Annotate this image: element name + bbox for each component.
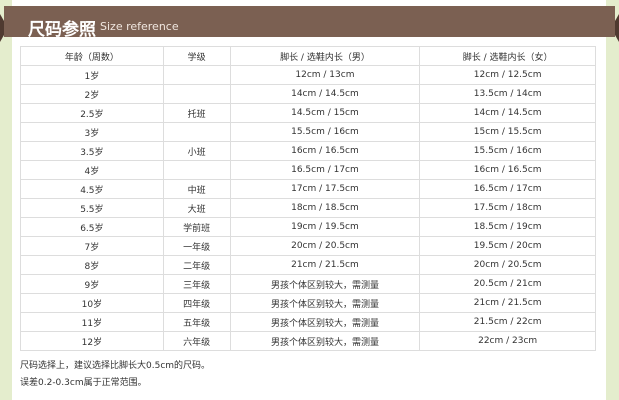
table-cell: 11岁 [20, 312, 164, 332]
table-row: 3.5岁 小班 16cm / 16.5cm 15.5cm / 16cm [20, 141, 596, 161]
table-cell: 14.5cm / 15cm [229, 103, 421, 123]
table-row: 12岁 六年级 男孩个体区别较大，需测量 22cm / 23cm [20, 331, 596, 351]
table-cell: 学前班 [162, 217, 231, 237]
table-row: 1岁 12cm / 13cm 12cm / 12.5cm [20, 65, 596, 85]
table-cell: 7岁 [20, 236, 164, 256]
table-cell: 4岁 [20, 160, 164, 180]
page-title: 尺码参照 [28, 20, 96, 40]
table-row: 5.5岁 大班 18cm / 18.5cm 17.5cm / 18cm [20, 198, 596, 218]
table-cell: 12cm / 13cm [229, 65, 421, 85]
table-row: 4.5岁 中班 17cm / 17.5cm 16.5cm / 17cm [20, 179, 596, 199]
column-header: 脚长 / 选鞋内长（男） [229, 46, 421, 66]
table-cell: 二年级 [162, 255, 231, 275]
note-line: 误差0.2-0.3cm属于正常范围。 [20, 378, 147, 388]
table-row: 9岁 三年级 男孩个体区别较大，需测量 20.5cm / 21cm [20, 274, 596, 294]
table-row: 2岁 14cm / 14.5cm 13.5cm / 14cm [20, 84, 596, 104]
table-cell: 中班 [162, 179, 231, 199]
table-cell: 17cm / 17.5cm [229, 179, 421, 199]
page-subtitle: Size reference [100, 20, 179, 33]
table-cell: 16cm / 16.5cm [229, 141, 421, 161]
header-banner: 尺码参照 Size reference [4, 6, 615, 40]
table-cell: 一年级 [162, 236, 231, 256]
column-header: 学级 [162, 46, 231, 66]
table-row: 2.5岁 托班 14.5cm / 15cm 14cm / 14.5cm [20, 103, 596, 123]
table-cell: 5.5岁 [20, 198, 164, 218]
table-cell: 4.5岁 [20, 179, 164, 199]
table-cell: 14cm / 14.5cm [229, 84, 421, 104]
table-cell: 8岁 [20, 255, 164, 275]
table-cell: 1岁 [20, 65, 164, 85]
table-cell: 五年级 [162, 312, 231, 332]
table-row: 6.5岁 学前班 19cm / 19.5cm 18.5cm / 19cm [20, 217, 596, 237]
table-cell: 小班 [162, 141, 231, 161]
table-cell: 16.5cm / 17cm [419, 179, 596, 199]
table-cell: 大班 [162, 198, 231, 218]
table-row: 10岁 四年级 男孩个体区别较大，需测量 21cm / 21.5cm [20, 293, 596, 313]
table-cell [162, 65, 231, 85]
ribbon-fold-right [611, 14, 619, 42]
table-cell: 男孩个体区别较大，需测量 [229, 312, 421, 332]
table-cell: 3岁 [20, 122, 164, 142]
table-cell [162, 160, 231, 180]
table-cell: 6.5岁 [20, 217, 164, 237]
table-cell: 男孩个体区别较大，需测量 [229, 274, 421, 294]
table-row: 7岁 一年级 20cm / 20.5cm 19.5cm / 20cm [20, 236, 596, 256]
table-header-row: 年龄（周数） 学级 脚长 / 选鞋内长（男） 脚长 / 选鞋内长（女） [20, 46, 596, 66]
size-table: 年龄（周数） 学级 脚长 / 选鞋内长（男） 脚长 / 选鞋内长（女） 1岁 12cm … [20, 46, 596, 351]
table-cell: 2.5岁 [20, 103, 164, 123]
table-cell: 18.5cm / 19cm [419, 217, 596, 237]
table-cell: 男孩个体区别较大，需测量 [229, 331, 421, 351]
table-cell: 20cm / 20.5cm [419, 255, 596, 275]
table-cell: 21cm / 21.5cm [419, 293, 596, 313]
table-cell: 六年级 [162, 331, 231, 351]
table-cell: 17.5cm / 18cm [419, 198, 596, 218]
table-cell: 20.5cm / 21cm [419, 274, 596, 294]
table-cell: 15cm / 15.5cm [419, 122, 596, 142]
table-cell: 13.5cm / 14cm [419, 84, 596, 104]
table-cell: 托班 [162, 103, 231, 123]
table-cell: 12岁 [20, 331, 164, 351]
table-row: 11岁 五年级 男孩个体区别较大，需测量 21.5cm / 22cm [20, 312, 596, 332]
table-cell: 21.5cm / 22cm [419, 312, 596, 332]
table-cell: 21cm / 21.5cm [229, 255, 421, 275]
table-cell: 3.5岁 [20, 141, 164, 161]
table-cell: 9岁 [20, 274, 164, 294]
table-cell: 20cm / 20.5cm [229, 236, 421, 256]
table-cell [162, 122, 231, 142]
table-cell: 2岁 [20, 84, 164, 104]
table-cell: 10岁 [20, 293, 164, 313]
table-cell: 15.5cm / 16cm [229, 122, 421, 142]
table-cell: 四年级 [162, 293, 231, 313]
column-header: 脚长 / 选鞋内长（女） [419, 46, 596, 66]
table-cell: 16.5cm / 17cm [229, 160, 421, 180]
notes: 尺码选择上，建议选择比脚长大0.5cm的尺码。 误差0.2-0.3cm属于正常范… [20, 358, 210, 392]
table-cell [162, 84, 231, 104]
table-cell: 三年级 [162, 274, 231, 294]
table-cell: 男孩个体区别较大，需测量 [229, 293, 421, 313]
table-cell: 19cm / 19.5cm [229, 217, 421, 237]
column-header: 年龄（周数） [20, 46, 164, 66]
table-cell: 18cm / 18.5cm [229, 198, 421, 218]
table-cell: 14cm / 14.5cm [419, 103, 596, 123]
table-row: 4岁 16.5cm / 17cm 16cm / 16.5cm [20, 160, 596, 180]
note-line: 尺码选择上，建议选择比脚长大0.5cm的尺码。 [20, 361, 211, 371]
table-row: 8岁 二年级 21cm / 21.5cm 20cm / 20.5cm [20, 255, 596, 275]
table-cell: 15.5cm / 16cm [419, 141, 596, 161]
table-cell: 19.5cm / 20cm [419, 236, 596, 256]
table-cell: 16cm / 16.5cm [419, 160, 596, 180]
table-row: 3岁 15.5cm / 16cm 15cm / 15.5cm [20, 122, 596, 142]
table-cell: 12cm / 12.5cm [419, 65, 596, 85]
table-cell: 22cm / 23cm [419, 331, 596, 351]
